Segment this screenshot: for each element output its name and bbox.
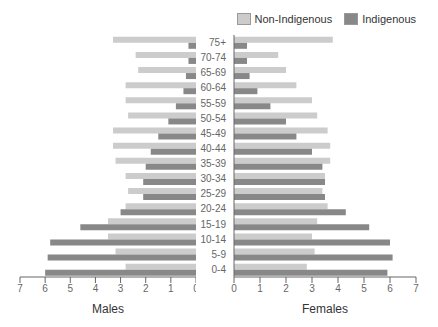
svg-text:5: 5	[361, 283, 367, 294]
svg-text:15-19: 15-19	[200, 219, 226, 230]
svg-text:6: 6	[42, 283, 48, 294]
svg-text:30-34: 30-34	[200, 173, 226, 184]
svg-text:1: 1	[168, 283, 174, 294]
svg-text:45-49: 45-49	[200, 128, 226, 139]
svg-text:75+: 75+	[209, 37, 226, 48]
html-text:Non-Indigenous: Non-Indigenous	[254, 13, 333, 25]
svg-text:35-39: 35-39	[200, 158, 226, 169]
svg-text:3: 3	[309, 283, 315, 294]
svg-text:55-59: 55-59	[200, 98, 226, 109]
svg-text:5-9: 5-9	[212, 249, 227, 260]
svg-text:40-44: 40-44	[200, 143, 226, 154]
svg-text:60-64: 60-64	[200, 82, 226, 93]
svg-text:3: 3	[118, 283, 124, 294]
svg-text:7: 7	[413, 283, 419, 294]
svg-text:4: 4	[335, 283, 341, 294]
svg-text:1: 1	[257, 283, 263, 294]
svg-text:2: 2	[283, 283, 289, 294]
svg-text:0: 0	[193, 283, 196, 294]
svg-text:2: 2	[143, 283, 149, 294]
svg-text:7: 7	[17, 283, 23, 294]
svg-text:6: 6	[387, 283, 393, 294]
svg-text:50-54: 50-54	[200, 113, 226, 124]
svg-text:25-29: 25-29	[200, 188, 226, 199]
svg-text:4: 4	[93, 283, 99, 294]
svg-text:0: 0	[231, 283, 237, 294]
svg-text:0-4: 0-4	[212, 264, 227, 275]
html-text:Indigenous: Indigenous	[362, 13, 416, 25]
svg-text:65-69: 65-69	[200, 67, 226, 78]
svg-text:10-14: 10-14	[200, 234, 226, 245]
svg-text:70-74: 70-74	[200, 52, 226, 63]
svg-text:20-24: 20-24	[200, 203, 226, 214]
svg-text:5: 5	[68, 283, 74, 294]
svg-text:Females: Females	[302, 302, 348, 316]
svg-text:Males: Males	[92, 302, 124, 316]
